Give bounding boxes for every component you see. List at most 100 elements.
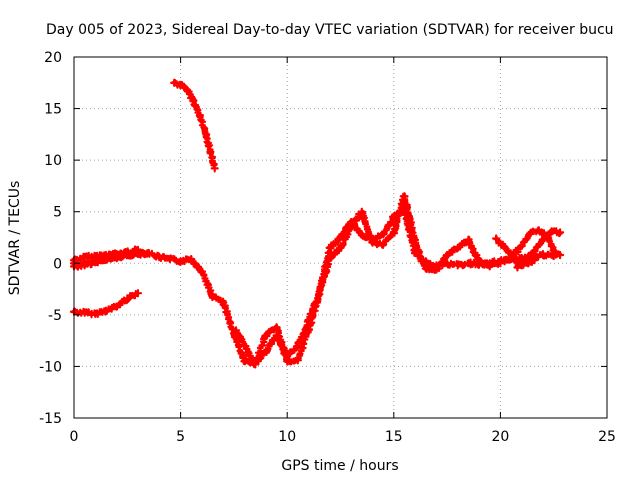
data-point — [517, 241, 526, 250]
x-tick-label: 20 — [491, 429, 509, 445]
data-point — [155, 252, 164, 262]
data-point — [500, 257, 509, 266]
y-tick-label: 0 — [53, 256, 62, 272]
data-point — [101, 255, 111, 264]
data-point — [357, 207, 366, 216]
data-point — [112, 302, 121, 311]
data-point — [509, 250, 518, 260]
data-point — [464, 235, 473, 244]
y-tick-label: 20 — [44, 50, 62, 66]
y-tick-label: 10 — [44, 153, 62, 169]
data-point — [315, 290, 324, 299]
plot-frame — [73, 56, 608, 419]
data-point — [165, 255, 175, 264]
data-point — [500, 243, 509, 252]
data-point — [206, 147, 215, 156]
y-tick-label: 15 — [44, 102, 62, 118]
data-point — [555, 250, 565, 260]
data-point — [379, 230, 388, 239]
data-point — [379, 240, 388, 249]
data-point — [210, 164, 219, 173]
data-point — [240, 357, 249, 366]
data-point — [195, 111, 204, 120]
data-point — [453, 261, 462, 270]
data-point — [325, 243, 334, 252]
data-point — [492, 234, 501, 243]
data-point — [421, 264, 430, 273]
data-point — [182, 85, 192, 95]
data-point — [530, 246, 539, 256]
data-point — [530, 256, 539, 265]
x-tick-label: 10 — [278, 429, 296, 445]
data-point — [101, 306, 111, 315]
data-point — [231, 326, 241, 335]
data-point — [526, 229, 535, 238]
data-point — [555, 228, 565, 237]
data-point — [80, 252, 89, 262]
data-point — [123, 294, 132, 303]
data-point — [283, 352, 292, 361]
data-point — [251, 360, 260, 369]
series-layer — [69, 78, 565, 369]
data-point — [133, 289, 143, 298]
x-axis-label: GPS time / hours — [281, 458, 398, 474]
y-tick-label: -15 — [39, 411, 62, 427]
data-point — [400, 192, 409, 201]
tick-layer: 0 5 10 15 20 25 -15 -10 -5 0 5 10 15 20 — [39, 50, 616, 445]
data-point — [547, 227, 556, 236]
y-axis-label: SDTVAR / TECUs — [7, 181, 23, 296]
data-point — [347, 223, 356, 232]
data-point — [202, 130, 211, 139]
data-point — [453, 243, 462, 252]
data-point — [485, 262, 494, 271]
y-tick-label: 5 — [53, 205, 62, 221]
data-point — [357, 230, 366, 239]
data-point — [538, 250, 548, 260]
x-tick-label: 25 — [598, 429, 616, 445]
data-point — [197, 267, 207, 276]
y-tick-label: -5 — [48, 308, 62, 324]
data-point — [189, 96, 198, 105]
data-point — [534, 226, 543, 235]
data-point — [411, 238, 420, 247]
data-point — [219, 298, 228, 307]
series-arc-10 — [513, 227, 565, 272]
data-point — [176, 80, 185, 89]
data-point — [432, 265, 441, 274]
chart-title: Day 005 of 2023, Sidereal Day-to-day VTE… — [46, 22, 614, 38]
data-point — [91, 258, 100, 267]
data-point — [170, 78, 179, 87]
data-point — [293, 356, 302, 365]
data-point — [144, 248, 153, 258]
data-point — [208, 292, 217, 301]
data-point — [293, 341, 302, 350]
y-tick-label: -10 — [39, 359, 62, 375]
data-point — [538, 235, 548, 244]
data-point — [521, 256, 531, 265]
data-point — [464, 259, 473, 268]
series-arc-5 — [170, 78, 219, 173]
series-arc-6 — [231, 192, 441, 369]
data-point — [80, 308, 89, 317]
data-point — [421, 257, 430, 266]
data-point — [261, 331, 270, 340]
x-tick-label: 0 — [70, 429, 79, 445]
series-arc-9 — [500, 226, 560, 266]
data-point — [80, 260, 89, 269]
data-point — [272, 323, 281, 332]
data-point — [272, 331, 281, 340]
data-point — [389, 228, 398, 237]
data-point — [496, 259, 505, 268]
data-point — [368, 238, 377, 247]
data-point — [336, 243, 345, 252]
data-point — [176, 257, 185, 266]
data-point — [513, 263, 522, 272]
data-point — [133, 249, 143, 259]
data-point — [187, 255, 196, 264]
data-point — [240, 341, 249, 350]
data-point — [123, 250, 132, 260]
data-point — [443, 250, 452, 260]
data-point — [112, 252, 121, 262]
